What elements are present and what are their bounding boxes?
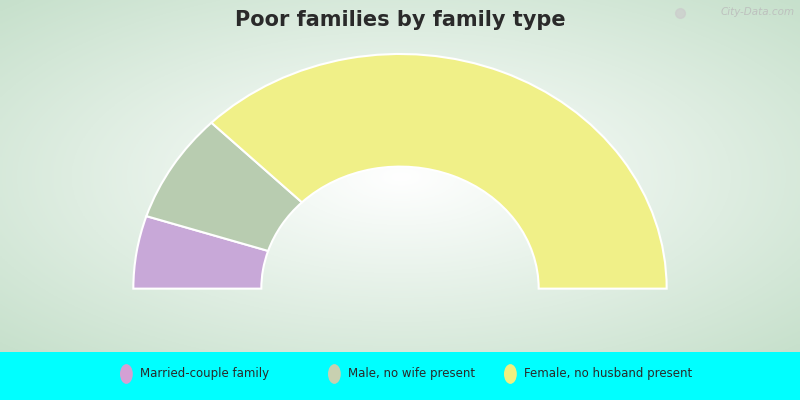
Text: Male, no wife present: Male, no wife present bbox=[348, 368, 475, 380]
Ellipse shape bbox=[120, 364, 133, 384]
Wedge shape bbox=[211, 54, 666, 289]
Text: City-Data.com: City-Data.com bbox=[721, 7, 794, 17]
Wedge shape bbox=[134, 216, 268, 289]
Ellipse shape bbox=[504, 364, 517, 384]
Wedge shape bbox=[146, 123, 302, 251]
Text: Poor families by family type: Poor families by family type bbox=[234, 10, 566, 30]
Text: Married-couple family: Married-couple family bbox=[140, 368, 269, 380]
Text: Female, no husband present: Female, no husband present bbox=[524, 368, 692, 380]
Ellipse shape bbox=[328, 364, 341, 384]
